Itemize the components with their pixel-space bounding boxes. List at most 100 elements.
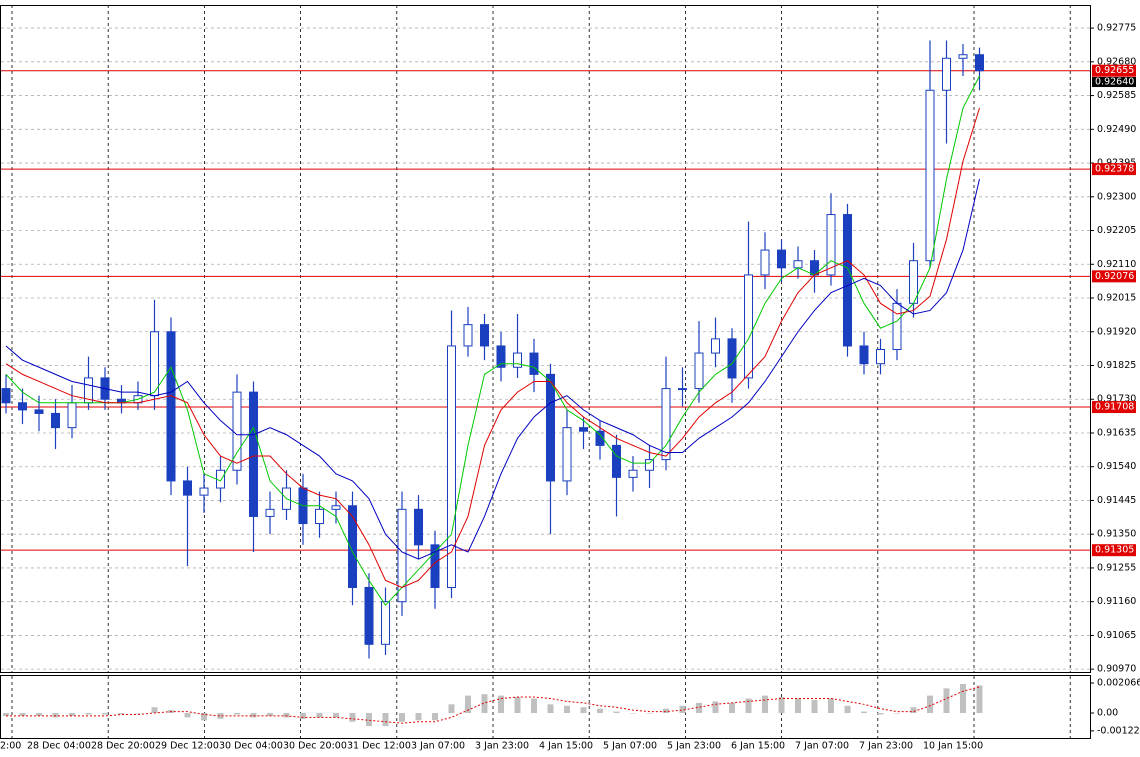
candle-body — [249, 391, 258, 517]
x-tick-label: 7 Jan 07:00 — [795, 741, 849, 752]
moving-average — [5, 178, 980, 560]
histogram-bar — [745, 698, 752, 714]
level-label: 0.91305 — [1095, 545, 1134, 556]
histogram-bar — [85, 713, 92, 715]
x-tick-label: 28 Dec 20:00 — [91, 741, 155, 752]
price-panel-frame — [0, 5, 1091, 673]
histogram-bar — [300, 713, 306, 719]
candle-body — [480, 324, 489, 347]
y2-tick-label: 0.00 — [1097, 708, 1118, 719]
x-tick-label: 31 Dec 12:00 — [347, 741, 411, 752]
level-tag — [1092, 401, 1136, 414]
candle-body — [760, 249, 770, 276]
histogram-bar — [811, 699, 818, 714]
y-tick-label: 0.92490 — [1097, 124, 1136, 135]
candle-body — [562, 427, 572, 482]
histogram-bar — [894, 713, 900, 714]
y-tick-label: 0.91635 — [1097, 427, 1136, 438]
candle-body — [661, 388, 671, 461]
histogram-bar — [36, 713, 42, 716]
candle-body — [364, 586, 374, 645]
histogram-bar — [19, 713, 26, 716]
y-tick-label: 0.92015 — [1097, 293, 1136, 304]
candle-body — [777, 249, 786, 269]
x-tick-label: 3 Jan 07:00 — [411, 741, 465, 752]
x-tick-label: 6 Jan 15:00 — [731, 741, 785, 752]
candle-body — [529, 352, 539, 375]
candle-body — [694, 352, 704, 390]
histogram-bar — [762, 695, 768, 714]
level-label: 0.92655 — [1095, 65, 1134, 76]
candle-body — [925, 89, 935, 262]
candle-body — [414, 508, 423, 546]
current-price-label: 0.92640 — [1095, 77, 1134, 88]
histogram-bar — [547, 704, 554, 714]
histogram-bar — [102, 713, 108, 715]
histogram-bar — [3, 713, 9, 716]
level-tag — [1092, 270, 1136, 283]
x-tick-label: 28 Dec 04:00 — [27, 741, 91, 752]
histogram-bar — [498, 695, 504, 714]
histogram-bar — [729, 702, 735, 714]
candle-body — [265, 508, 275, 517]
y-tick-label: 0.91160 — [1097, 596, 1136, 607]
histogram-bar — [960, 683, 966, 714]
histogram-bar — [679, 705, 686, 714]
y-tick-label: 0.91255 — [1097, 562, 1136, 573]
histogram-bar — [448, 704, 455, 714]
histogram-bar — [151, 707, 158, 714]
y-tick-label: 0.91540 — [1097, 461, 1136, 472]
histogram-bar — [778, 697, 785, 714]
histogram-bar — [531, 698, 537, 714]
histogram-bar — [514, 697, 521, 714]
y-tick-label: 0.92395 — [1097, 158, 1136, 169]
candle-body — [876, 349, 885, 365]
x-tick-label: 29 Dec 12:00 — [155, 741, 219, 752]
histogram-bar — [696, 702, 702, 714]
candle-body — [612, 444, 621, 478]
histogram-bar — [201, 713, 207, 721]
level-tag — [1092, 544, 1136, 557]
y-tick-label: 0.92205 — [1097, 225, 1136, 236]
histogram-bar — [382, 713, 389, 727]
histogram-bar — [663, 708, 669, 714]
candle-body — [859, 345, 869, 365]
candle-body — [150, 331, 159, 397]
candle-body — [513, 352, 522, 368]
y2-tick-label: 0.002066 — [1097, 678, 1140, 689]
histogram-bar — [630, 713, 636, 714]
y-tick-label: 0.91825 — [1097, 360, 1136, 371]
y-tick-label: 0.91065 — [1097, 630, 1136, 641]
histogram-bar — [613, 711, 620, 714]
x-tick-label: 10 Jan 15:00 — [923, 741, 983, 752]
histogram-bar — [861, 711, 867, 714]
level-label: 0.92076 — [1095, 271, 1134, 282]
level-label: 0.91708 — [1095, 402, 1134, 413]
candle-body — [975, 54, 984, 72]
histogram-bar — [250, 713, 257, 718]
candle-body — [843, 214, 852, 347]
histogram-bar — [646, 713, 653, 714]
candle-body — [958, 54, 968, 59]
x-tick-label: 7 Jan 23:00 — [859, 741, 913, 752]
histogram-bar — [712, 701, 719, 714]
candle-body — [678, 388, 687, 391]
level-label: 0.92378 — [1095, 164, 1134, 175]
x-tick-label: 2:00 — [0, 741, 21, 752]
candle-body — [199, 487, 209, 496]
candle-body — [793, 260, 803, 269]
y-tick-label: 0.92110 — [1097, 259, 1136, 270]
y-tick-label: 0.91350 — [1097, 529, 1136, 540]
y-tick-label: 0.90970 — [1097, 664, 1136, 675]
histogram-bar — [564, 705, 570, 714]
histogram-bar — [316, 713, 323, 718]
y-tick-label: 0.92775 — [1097, 23, 1136, 34]
candle-body — [67, 402, 77, 429]
histogram-bar — [844, 705, 851, 714]
level-tag — [1092, 163, 1136, 176]
candle-body — [447, 345, 456, 588]
candle-body — [579, 427, 588, 432]
candle-body — [595, 430, 605, 446]
x-tick-label: 5 Jan 23:00 — [667, 741, 721, 752]
histogram-bar — [580, 707, 587, 714]
